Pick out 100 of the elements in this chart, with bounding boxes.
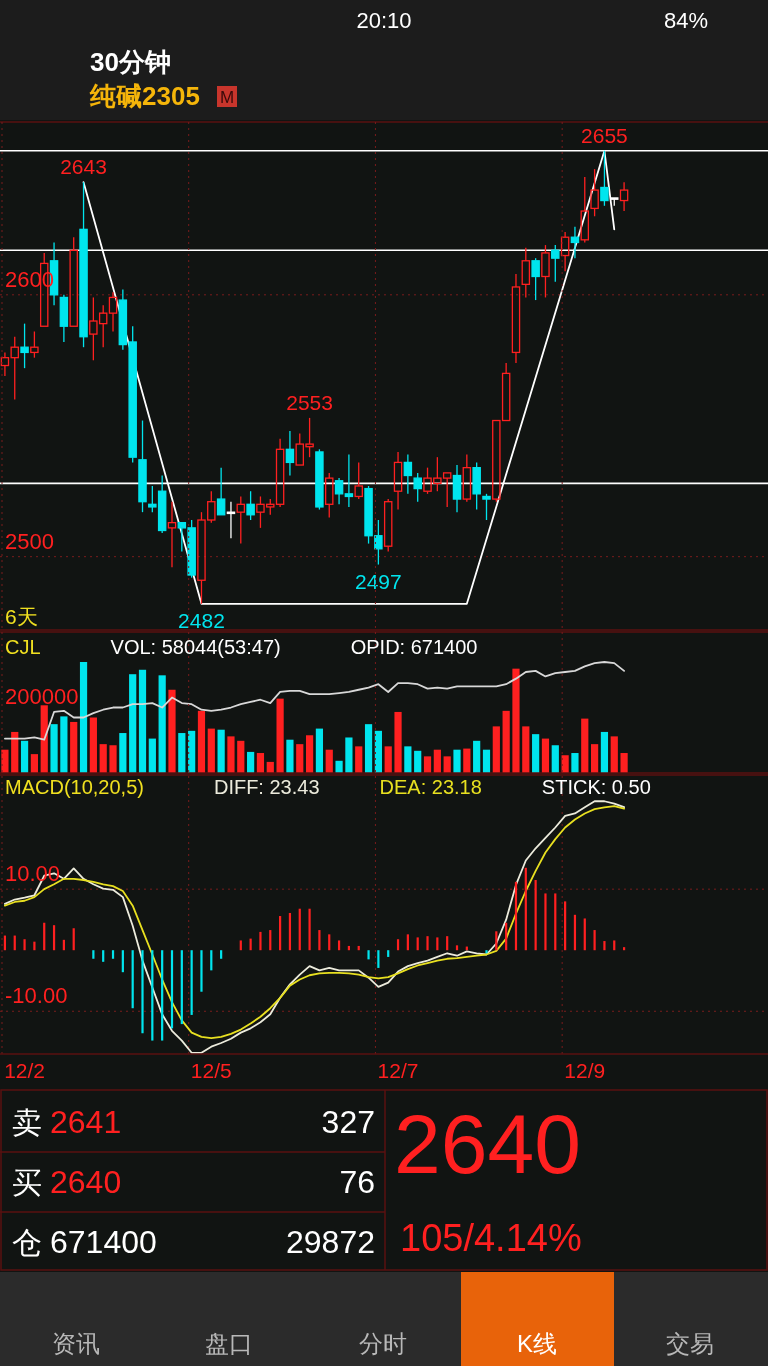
text: 2641 <box>50 1104 122 1140</box>
bar <box>1 749 9 773</box>
bar <box>463 748 471 773</box>
text: 买 <box>12 1166 42 1199</box>
bar <box>522 726 530 773</box>
bar <box>374 730 382 773</box>
text: DIFF: 23.43 <box>213 776 320 798</box>
text: 2643 <box>60 155 107 179</box>
bar <box>610 736 618 773</box>
bar <box>30 754 38 773</box>
bar <box>256 753 265 773</box>
bar <box>188 730 196 773</box>
text: 30分钟 <box>90 47 171 77</box>
text: 交易 <box>666 1330 714 1357</box>
bar <box>394 711 402 773</box>
bar <box>79 662 88 773</box>
chart-title: CJL <box>5 636 41 658</box>
bar <box>109 745 117 773</box>
text: OPID: 671400 <box>350 636 478 658</box>
x-tick-label: 12/7 <box>377 1059 419 1082</box>
bar <box>315 728 324 773</box>
y-tick-label: 10.00 <box>5 861 61 887</box>
bar <box>620 753 628 773</box>
bar <box>345 737 353 773</box>
text: 盘口 <box>205 1330 253 1357</box>
text: 20:10 <box>356 8 412 33</box>
bar <box>325 749 333 773</box>
x-tick-label: 12/9 <box>564 1059 606 1082</box>
bar <box>453 749 461 773</box>
text: 29872 <box>286 1224 375 1260</box>
bar <box>591 744 599 773</box>
bar <box>20 740 29 773</box>
bar <box>207 728 215 773</box>
text: K线 <box>516 1330 558 1357</box>
bar <box>423 756 432 773</box>
annotation: 200000 <box>5 684 79 709</box>
text: 2655 <box>581 123 628 147</box>
bar <box>237 740 245 773</box>
bar <box>247 751 255 773</box>
text: 2640 <box>394 1097 581 1191</box>
text: 2497 <box>355 569 402 593</box>
text: 671400 <box>50 1224 157 1260</box>
bar <box>227 736 235 773</box>
bar <box>600 731 609 773</box>
bar <box>40 705 48 773</box>
text: 84% <box>663 8 708 33</box>
bar <box>384 746 392 773</box>
bar <box>11 731 19 773</box>
annotation: STICK: 0.50 <box>541 776 651 798</box>
text: 76 <box>339 1164 375 1200</box>
text: 仓 <box>12 1226 42 1259</box>
bar <box>355 746 363 773</box>
text: 2553 <box>286 390 333 414</box>
bar <box>482 749 491 773</box>
bar <box>178 733 186 773</box>
bar <box>364 724 373 773</box>
bar <box>158 675 166 773</box>
text: 纯碱2305 <box>89 81 200 111</box>
bar <box>305 735 314 773</box>
bar <box>138 669 147 773</box>
bar <box>70 721 78 773</box>
text: DEA: 23.18 <box>379 776 482 798</box>
bar <box>89 717 97 773</box>
bar <box>532 734 540 773</box>
y-tick-label: -10.00 <box>5 983 68 1009</box>
text: 105/4.14% <box>400 1217 582 1259</box>
bar <box>551 745 559 773</box>
text: 资讯 <box>52 1330 100 1357</box>
bar <box>50 724 58 773</box>
bar <box>512 668 520 773</box>
text: 2482 <box>178 608 225 632</box>
bar <box>168 689 176 773</box>
bar <box>541 738 550 773</box>
text: 卖 <box>12 1106 42 1139</box>
x-tick-label: 12/2 <box>4 1059 46 1082</box>
text: M <box>219 88 235 107</box>
bar <box>502 710 510 773</box>
bar <box>129 674 137 773</box>
bar <box>217 729 225 773</box>
bar <box>433 749 441 773</box>
bar <box>296 744 304 773</box>
bar <box>473 740 481 773</box>
bar <box>276 698 284 773</box>
bar <box>148 738 156 773</box>
text: 分时 <box>359 1330 407 1357</box>
bar <box>404 746 412 773</box>
bar <box>571 753 579 773</box>
bar <box>492 726 500 773</box>
bar <box>335 760 343 773</box>
text: VOL: 58044(53:47) <box>110 636 281 658</box>
bar <box>99 744 107 773</box>
bar <box>60 716 68 773</box>
bar <box>119 733 127 773</box>
bar <box>414 750 422 773</box>
bar <box>443 756 451 773</box>
chart-title: MACD(10,20,5) <box>5 776 144 798</box>
bar <box>286 739 294 773</box>
text: 327 <box>321 1104 375 1140</box>
bar <box>581 718 589 773</box>
annotation: 6天 <box>5 605 38 628</box>
